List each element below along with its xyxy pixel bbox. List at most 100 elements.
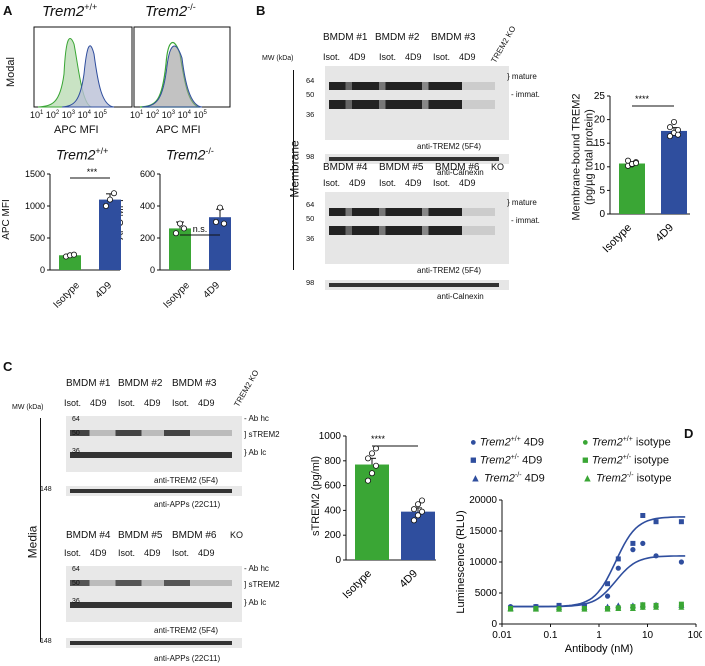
d-point	[532, 606, 539, 612]
d-point	[615, 605, 622, 611]
hist-ylabel: Modal	[4, 57, 17, 87]
bar-isotype	[355, 464, 389, 560]
b-mw-50-bottom: 50	[306, 214, 315, 223]
b-bar-chart: **** 0 5 10 15 20 25 Isotype 4D9	[594, 91, 690, 256]
bar-isotype	[169, 228, 191, 270]
hist-title-right: Trem2-/-	[145, 2, 196, 20]
d-x-tick-label: 100	[688, 630, 702, 641]
y-tick-label: 200	[140, 233, 155, 243]
d-y-tick-label: 20000	[469, 496, 497, 506]
c-band-abhc-bottom: - Ab hc	[244, 564, 269, 573]
c-lane-isot-3: Isot.	[172, 398, 190, 408]
d-point	[507, 606, 514, 612]
b-group-1: BMDM #1	[323, 32, 368, 43]
data-point	[415, 501, 422, 508]
c-mw-50-top: 50	[72, 430, 80, 437]
d-legend-item-4: ■ Trem2+/- isotype	[582, 454, 669, 467]
d-legend-item-2: ● Trem2+/+ isotype	[582, 436, 671, 449]
b-mw-label: MW (kDa)	[262, 55, 294, 62]
data-point	[180, 225, 187, 232]
d-point	[653, 604, 660, 610]
d-point	[615, 565, 621, 571]
y-tick-label: 600	[140, 169, 155, 179]
bar-4d9	[401, 511, 435, 560]
d-legend-item-3: ■ Trem2+/- 4D9	[470, 454, 543, 467]
data-point	[419, 508, 426, 515]
b-side-label: Membrane	[287, 140, 302, 198]
d-x-tick-label: 0.1	[544, 630, 558, 641]
data-point	[667, 133, 674, 140]
data-point	[373, 445, 380, 452]
y-tick-label: 400	[140, 201, 155, 211]
y-tick-label: 500	[30, 233, 45, 243]
b-category-label: 4D9	[653, 222, 676, 245]
hist-ticks-right: 101 102 103 104 105	[130, 110, 207, 120]
d-point	[640, 540, 646, 546]
c-mw-148-bottom: 148	[40, 638, 52, 645]
b-category-label: Isotype	[601, 222, 635, 256]
d-x-tick-label: 1	[596, 630, 602, 641]
b-group-4: BMDM #4	[323, 162, 368, 173]
c-group-2: BMDM #2	[118, 378, 163, 389]
data-point	[107, 196, 114, 203]
c-mw-64-bottom: 64	[72, 566, 80, 573]
b-group-2: BMDM #2	[375, 32, 420, 43]
c-category-label: 4D9	[397, 568, 420, 591]
y-tick-label: 1500	[25, 169, 45, 179]
b-blot-calnexin-top	[325, 154, 509, 164]
c-mw-64-top: 64	[72, 416, 80, 423]
data-point	[365, 455, 372, 462]
b-lane-4d9-5: 4D9	[405, 178, 422, 188]
c-lane-isot-1: Isot.	[64, 398, 82, 408]
d-point	[629, 605, 636, 611]
b-mw-36-bottom: 36	[306, 234, 315, 243]
cat-label-a-right-4d9: 4D9	[201, 280, 223, 301]
b-lane-isot-3: Isot.	[433, 52, 451, 62]
data-point	[415, 512, 422, 519]
d-point	[556, 606, 563, 612]
bar-title-left: Trem2+/+	[56, 146, 109, 163]
data-point	[675, 131, 682, 138]
c-band-ablc-top: } Ab lc	[244, 448, 267, 457]
b-lane-isot-6: Isot.	[433, 178, 451, 188]
d-point	[630, 547, 636, 553]
b-band-immat-top: - immat.	[511, 90, 540, 99]
data-point	[220, 220, 227, 227]
b-blot-label-trem2-bottom: anti-TREM2 (5F4)	[417, 266, 482, 275]
panel-label-b: B	[256, 3, 266, 18]
d-y-tick-label: 10000	[469, 557, 497, 568]
c-blots: BMDM #1 BMDM #2 BMDM #3 TREM2 KO Isot. 4…	[40, 369, 300, 666]
c-category-label: Isotype	[341, 568, 375, 602]
data-point	[212, 219, 219, 226]
c-band-ablc-bottom: } Ab lc	[244, 598, 267, 607]
c-lane-4d9-3: 4D9	[198, 398, 215, 408]
d-point	[581, 606, 588, 612]
c-group-5: BMDM #5	[118, 530, 163, 541]
data-point	[71, 251, 78, 258]
c-blot-apps-bottom	[66, 638, 242, 648]
c-band-strem2-top: ] sTREM2	[244, 430, 280, 439]
histogram-plots	[33, 26, 231, 108]
d-point	[678, 519, 684, 525]
d-x-axis-label: Antibody (nM)	[565, 643, 633, 655]
b-blot-trem2-top	[325, 66, 509, 140]
hist-title-left: Trem2+/+	[42, 2, 98, 20]
y-tick-label: 0	[40, 265, 45, 275]
b-lane-isot-4: Isot.	[323, 178, 341, 188]
data-point	[625, 157, 632, 164]
data-point	[369, 450, 376, 457]
d-point	[605, 581, 611, 587]
y-tick-label: 0	[335, 555, 341, 566]
b-blot-label-trem2-top: anti-TREM2 (5F4)	[417, 142, 482, 151]
c-side-label: Media	[25, 525, 40, 559]
d-point	[640, 513, 646, 518]
b-mw-98-top: 98	[306, 152, 315, 161]
c-lane-isot-5: Isot.	[118, 548, 136, 558]
bar-isotype	[619, 163, 645, 214]
c-lane-4d9-1: 4D9	[90, 398, 107, 408]
b-sig-label: ****	[635, 94, 650, 104]
b-lane-isot-5: Isot.	[379, 178, 397, 188]
c-lane-isot-4: Isot.	[64, 548, 82, 558]
b-lane-isot-2: Isot.	[379, 52, 397, 62]
c-lane-4d9-5: 4D9	[144, 548, 161, 558]
